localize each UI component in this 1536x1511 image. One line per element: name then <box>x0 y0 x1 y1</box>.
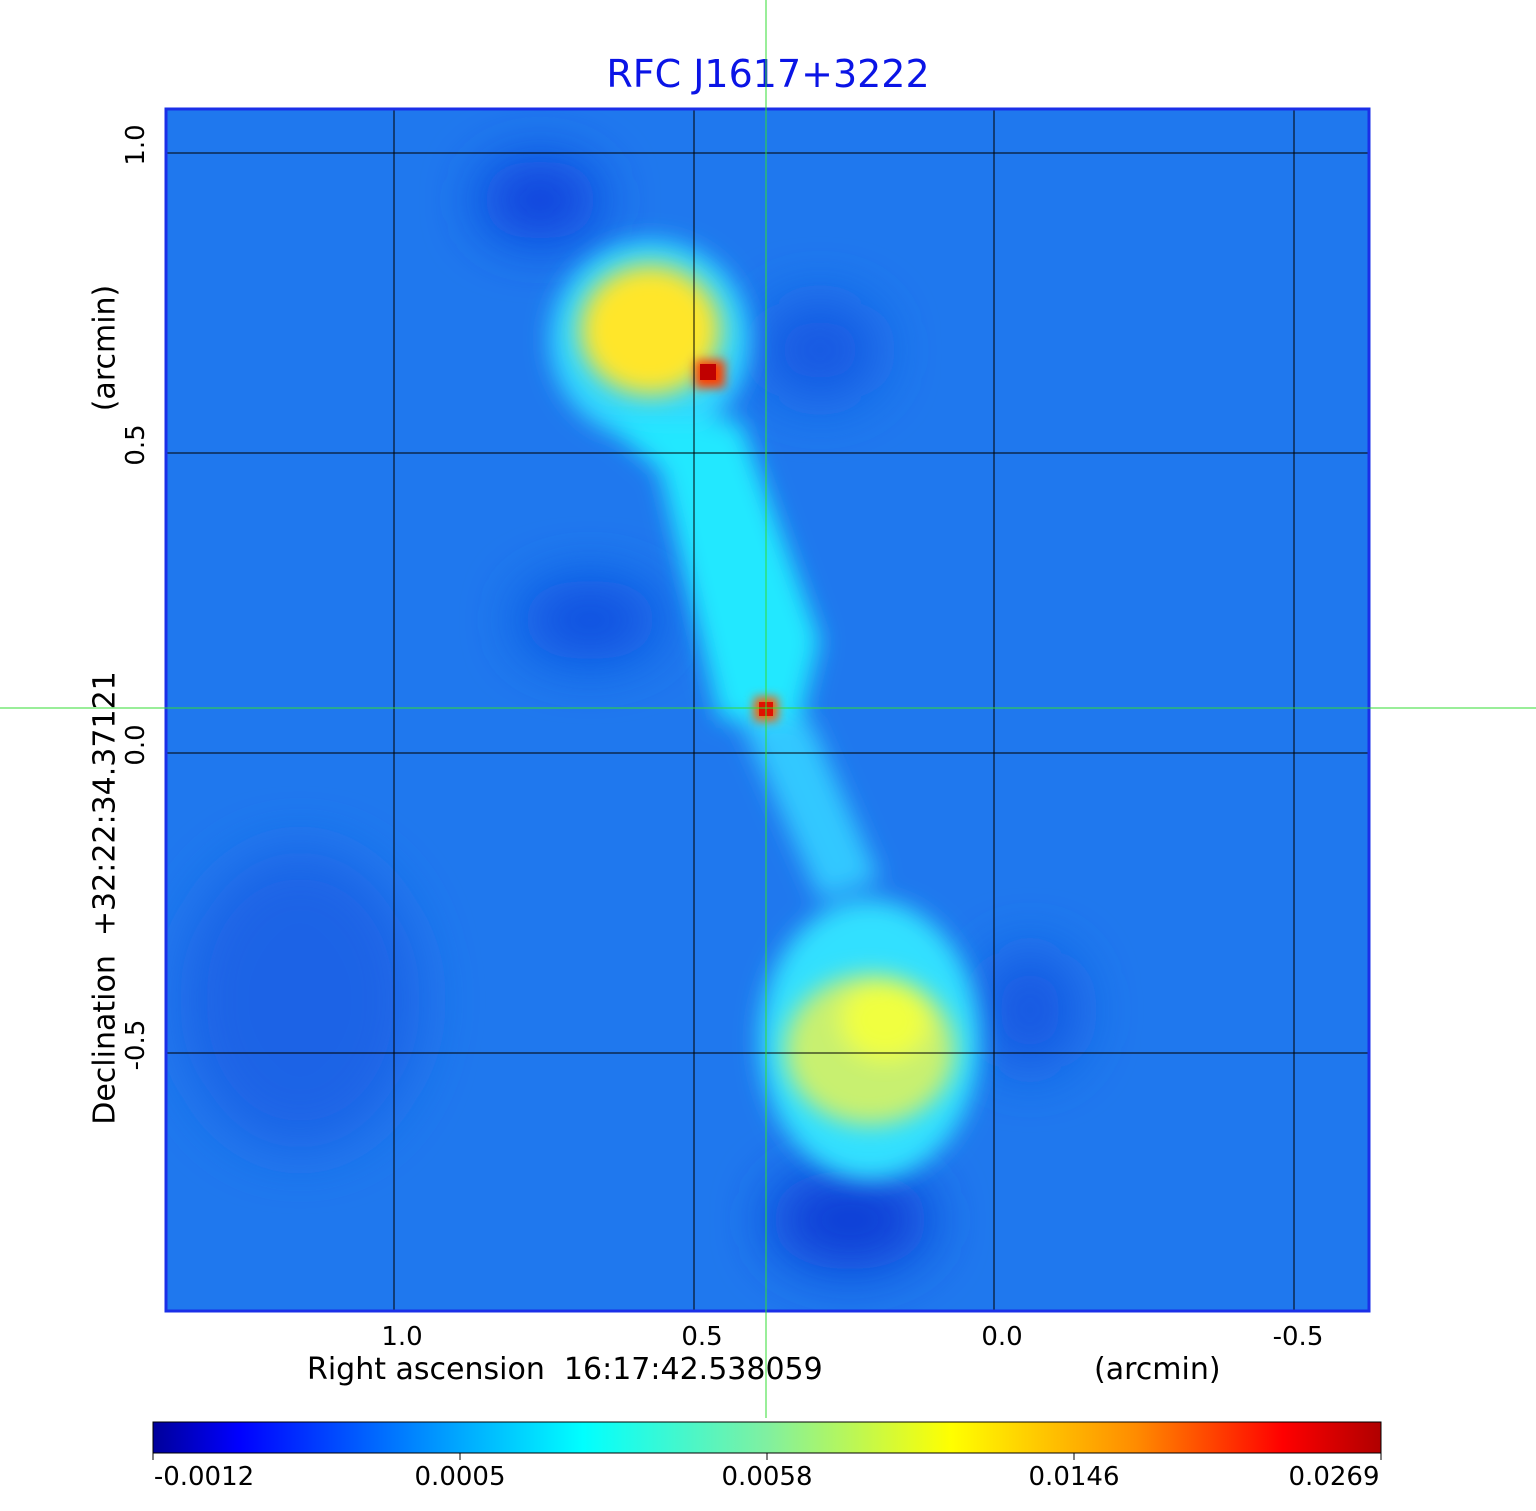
x-axis-label: Right ascension 16:17:42.538059 <box>307 1352 823 1387</box>
x-axis-unit: (arcmin) <box>1094 1352 1221 1387</box>
x-tick-label: 0.5 <box>681 1322 723 1352</box>
y-tick-label: 0.0 <box>121 724 151 766</box>
y-axis-unit: (arcmin) <box>87 284 123 412</box>
north-hotspot <box>700 364 716 380</box>
grid-lines <box>166 109 1369 1311</box>
x-tick-label: 0.0 <box>981 1322 1023 1352</box>
colorbar-tick-label: 0.0005 <box>414 1462 506 1492</box>
colorbar-ticks <box>152 1453 1382 1460</box>
colorbar <box>152 1421 1382 1454</box>
colorbar-tick-label: 0.0269 <box>1288 1462 1380 1492</box>
x-tick-label: -0.5 <box>1272 1322 1324 1352</box>
y-axis-label: Declination +32:22:34.37121 <box>87 671 123 1125</box>
colorbar-tick-label: 0.0058 <box>721 1462 813 1492</box>
chart-title: RFC J1617+3222 <box>606 52 930 96</box>
plot-frame <box>164 107 1371 1313</box>
intensity-map <box>166 109 1369 1311</box>
y-tick-label: -0.5 <box>121 1019 151 1071</box>
colorbar-tick-label: 0.0146 <box>1028 1462 1120 1492</box>
x-tick-label: 1.0 <box>381 1322 423 1352</box>
y-tick-label: 0.5 <box>121 424 151 466</box>
colorbar-tick-label: -0.0012 <box>153 1462 255 1492</box>
crosshair <box>0 0 1536 1418</box>
y-tick-label: 1.0 <box>121 124 151 166</box>
